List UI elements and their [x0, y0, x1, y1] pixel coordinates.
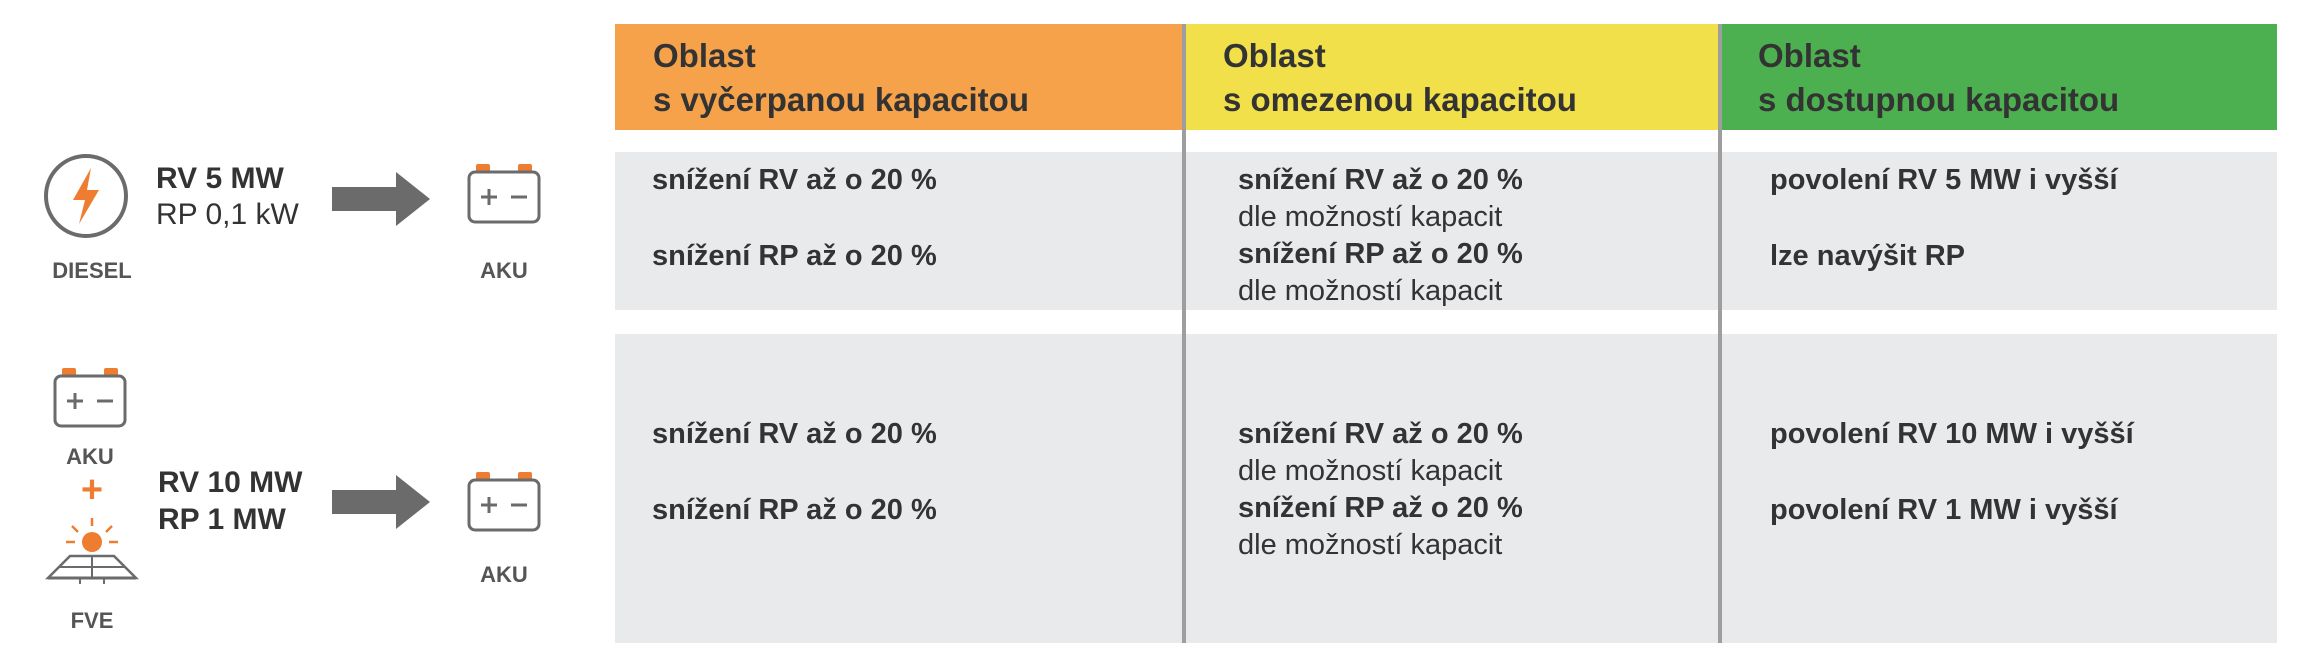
cell-text: snížení RV až o 20 % [1238, 164, 1523, 196]
header-depleted-line2: s vyčerpanou kapacitou [653, 81, 1029, 118]
header-limited-line1: Oblast [1223, 37, 1326, 74]
cell-text: lze navýšit RP [1770, 240, 1966, 272]
row2-col1: snížení RV až o 20 % snížení RP až o 20 … [652, 416, 937, 529]
row2-aku-label: AKU [66, 444, 114, 469]
column-divider [1182, 24, 1186, 643]
row1-col2: snížení RV až o 20 % dle možností kapaci… [1238, 162, 1523, 310]
row2-col3: povolení RV 10 MW i vyšší povolení RV 1 … [1770, 416, 2134, 529]
battery-icon [53, 368, 127, 428]
cell-text: snížení RV až o 20 % [652, 418, 937, 450]
header-available-line1: Oblast [1758, 37, 1861, 74]
cell-text: povolení RV 10 MW i vyšší [1770, 418, 2134, 450]
cell-text: snížení RV až o 20 % [652, 164, 937, 196]
row1-rv: RV 5 MW [156, 162, 284, 195]
row2-rv: RV 10 MW [158, 466, 303, 499]
row2-band [615, 334, 2277, 643]
battery-icon [467, 472, 541, 532]
row1-col3: povolení RV 5 MW i vyšší lze navýšit RP [1770, 162, 2118, 275]
plus-sign: + [80, 469, 104, 511]
cell-text: snížení RP až o 20 % [1238, 492, 1523, 524]
arrow-right-icon [332, 475, 430, 529]
cell-text: povolení RV 5 MW i vyšší [1770, 164, 2118, 196]
header-available-line2: s dostupnou kapacitou [1758, 81, 2120, 118]
row1-rp: RP 0,1 kW [156, 198, 299, 231]
row2-target-label: AKU [480, 562, 528, 587]
header-depleted: Oblast s vyčerpanou kapacitou [615, 24, 1185, 130]
row1-col1: snížení RV až o 20 % snížení RP až o 20 … [652, 162, 937, 275]
header-depleted-line1: Oblast [653, 37, 756, 74]
lightning-bolt-icon [44, 154, 128, 238]
solar-panel-icon [44, 518, 140, 584]
battery-icon [467, 164, 541, 224]
cell-note: dle možností kapacit [1238, 275, 1503, 307]
arrow-right-icon [332, 172, 430, 226]
header-available: Oblast s dostupnou kapacitou [1720, 24, 2277, 130]
row1-target-label: AKU [480, 258, 528, 283]
cell-note: dle možností kapacit [1238, 201, 1503, 233]
cell-text: snížení RP až o 20 % [1238, 238, 1523, 270]
fve-label: FVE [70, 608, 114, 633]
cell-text: snížení RP až o 20 % [652, 240, 937, 272]
cell-note: dle možností kapacit [1238, 455, 1503, 487]
row1-band [615, 152, 2277, 310]
row2-col2: snížení RV až o 20 % dle možností kapaci… [1238, 416, 1523, 564]
diesel-label: DIESEL [52, 258, 132, 283]
header-limited: Oblast s omezenou kapacitou [1185, 24, 1720, 130]
header-limited-line2: s omezenou kapacitou [1223, 81, 1577, 118]
cell-text: snížení RP až o 20 % [652, 494, 937, 526]
cell-text: snížení RV až o 20 % [1238, 418, 1523, 450]
row2-rp: RP 1 MW [158, 503, 286, 536]
cell-note: dle možností kapacit [1238, 529, 1503, 561]
cell-text: povolení RV 1 MW i vyšší [1770, 494, 2118, 526]
column-divider [1718, 24, 1722, 643]
